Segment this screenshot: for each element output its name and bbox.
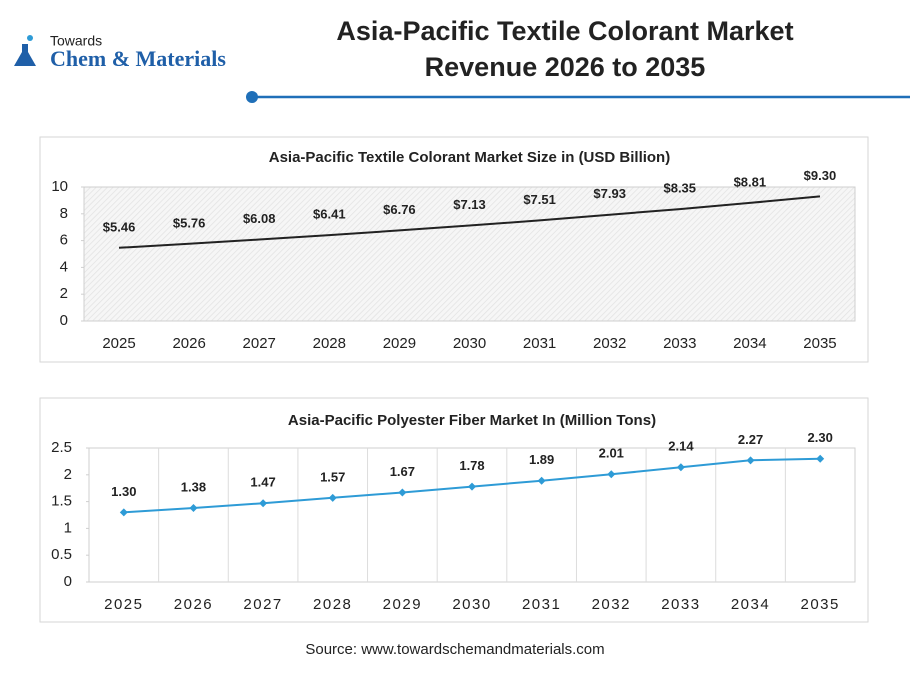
x-tick-label: 2025 — [104, 596, 143, 613]
y-tick-label: 2 — [64, 466, 72, 483]
x-tick-label: 2029 — [383, 335, 416, 352]
logo-top: Towards — [50, 33, 102, 49]
y-tick-label: 0 — [64, 573, 72, 590]
source: Source: www.towardschemandmaterials.com — [305, 641, 604, 658]
marker — [189, 504, 198, 513]
value-label: 1.89 — [529, 452, 554, 467]
y-tick-label: 1 — [64, 519, 72, 536]
value-label: 2.01 — [599, 446, 624, 461]
y-tick-label: 2 — [60, 285, 68, 302]
chart-title: Asia-Pacific Textile Colorant Market Siz… — [269, 149, 670, 166]
plot-area — [88, 447, 856, 583]
marker — [746, 456, 755, 465]
y-tick-label: 4 — [60, 258, 68, 275]
marker — [537, 476, 546, 485]
x-tick-label: 2035 — [803, 335, 836, 352]
y-tick-label: 6 — [60, 232, 68, 249]
marker — [816, 454, 825, 463]
x-tick-label: 2033 — [663, 335, 696, 352]
logo: Towards Chem & Materials — [14, 33, 226, 71]
value-label: 2.27 — [738, 432, 763, 447]
x-tick-label: 2026 — [172, 335, 205, 352]
x-tick-label: 2028 — [313, 596, 352, 613]
value-label: $6.76 — [383, 202, 416, 217]
x-tick-label: 2027 — [243, 335, 276, 352]
value-label: 1.38 — [181, 479, 206, 494]
marker — [607, 470, 616, 479]
y-tick-label: 2.5 — [51, 439, 72, 456]
value-label: $9.30 — [804, 168, 837, 183]
x-tick-label: 2031 — [523, 335, 556, 352]
y-tick-label: 1.5 — [51, 493, 72, 510]
y-tick-label: 10 — [51, 178, 68, 195]
marker — [676, 463, 685, 472]
value-label: $7.93 — [593, 186, 626, 201]
x-tick-label: 2031 — [522, 596, 561, 613]
x-tick-label: 2030 — [453, 335, 486, 352]
x-tick-label: 2029 — [383, 596, 422, 613]
header-dot — [246, 91, 258, 103]
page-title: Revenue 2026 to 2035 — [425, 52, 706, 82]
value-label: $7.51 — [523, 192, 556, 207]
x-tick-label: 2032 — [592, 596, 631, 613]
value-label: 2.14 — [668, 439, 694, 454]
x-tick-label: 2028 — [313, 335, 346, 352]
value-label: 1.47 — [250, 475, 275, 490]
value-label: 2.30 — [808, 430, 833, 445]
line — [118, 195, 821, 249]
value-label: 1.67 — [390, 464, 415, 479]
x-tick-label: 2035 — [800, 596, 839, 613]
value-label: $8.35 — [663, 181, 696, 196]
value-label: $6.08 — [243, 211, 276, 226]
value-label: 1.78 — [459, 458, 484, 473]
chart-title: Asia-Pacific Polyester Fiber Market In (… — [288, 412, 656, 429]
logo-dot — [27, 35, 33, 41]
marker — [119, 508, 128, 517]
y-tick-label: 0.5 — [51, 546, 72, 563]
x-tick-label: 2034 — [731, 596, 770, 613]
marker — [328, 493, 337, 502]
value-label: $5.46 — [103, 219, 136, 234]
page-title: Asia-Pacific Textile Colorant Market — [336, 16, 793, 46]
value-label: $7.13 — [453, 197, 486, 212]
x-tick-label: 2030 — [452, 596, 491, 613]
y-tick-label: 8 — [60, 205, 68, 222]
marker — [468, 482, 476, 491]
marker — [259, 499, 268, 508]
x-tick-label: 2027 — [243, 596, 282, 613]
marker — [398, 488, 407, 497]
value-label: $8.81 — [734, 174, 767, 189]
plot-area — [83, 186, 856, 322]
logo-name: Chem & Materials — [50, 46, 226, 71]
logo-flask — [14, 44, 36, 66]
value-label: 1.57 — [320, 469, 345, 484]
x-tick-label: 2033 — [661, 596, 700, 613]
x-tick-label: 2026 — [174, 596, 213, 613]
value-label: 1.30 — [111, 484, 136, 499]
x-tick-label: 2034 — [733, 335, 766, 352]
value-label: $6.41 — [313, 207, 346, 222]
value-label: $5.76 — [173, 215, 206, 230]
x-tick-label: 2025 — [102, 335, 135, 352]
x-tick-label: 2032 — [593, 335, 626, 352]
y-tick-label: 0 — [60, 312, 68, 329]
